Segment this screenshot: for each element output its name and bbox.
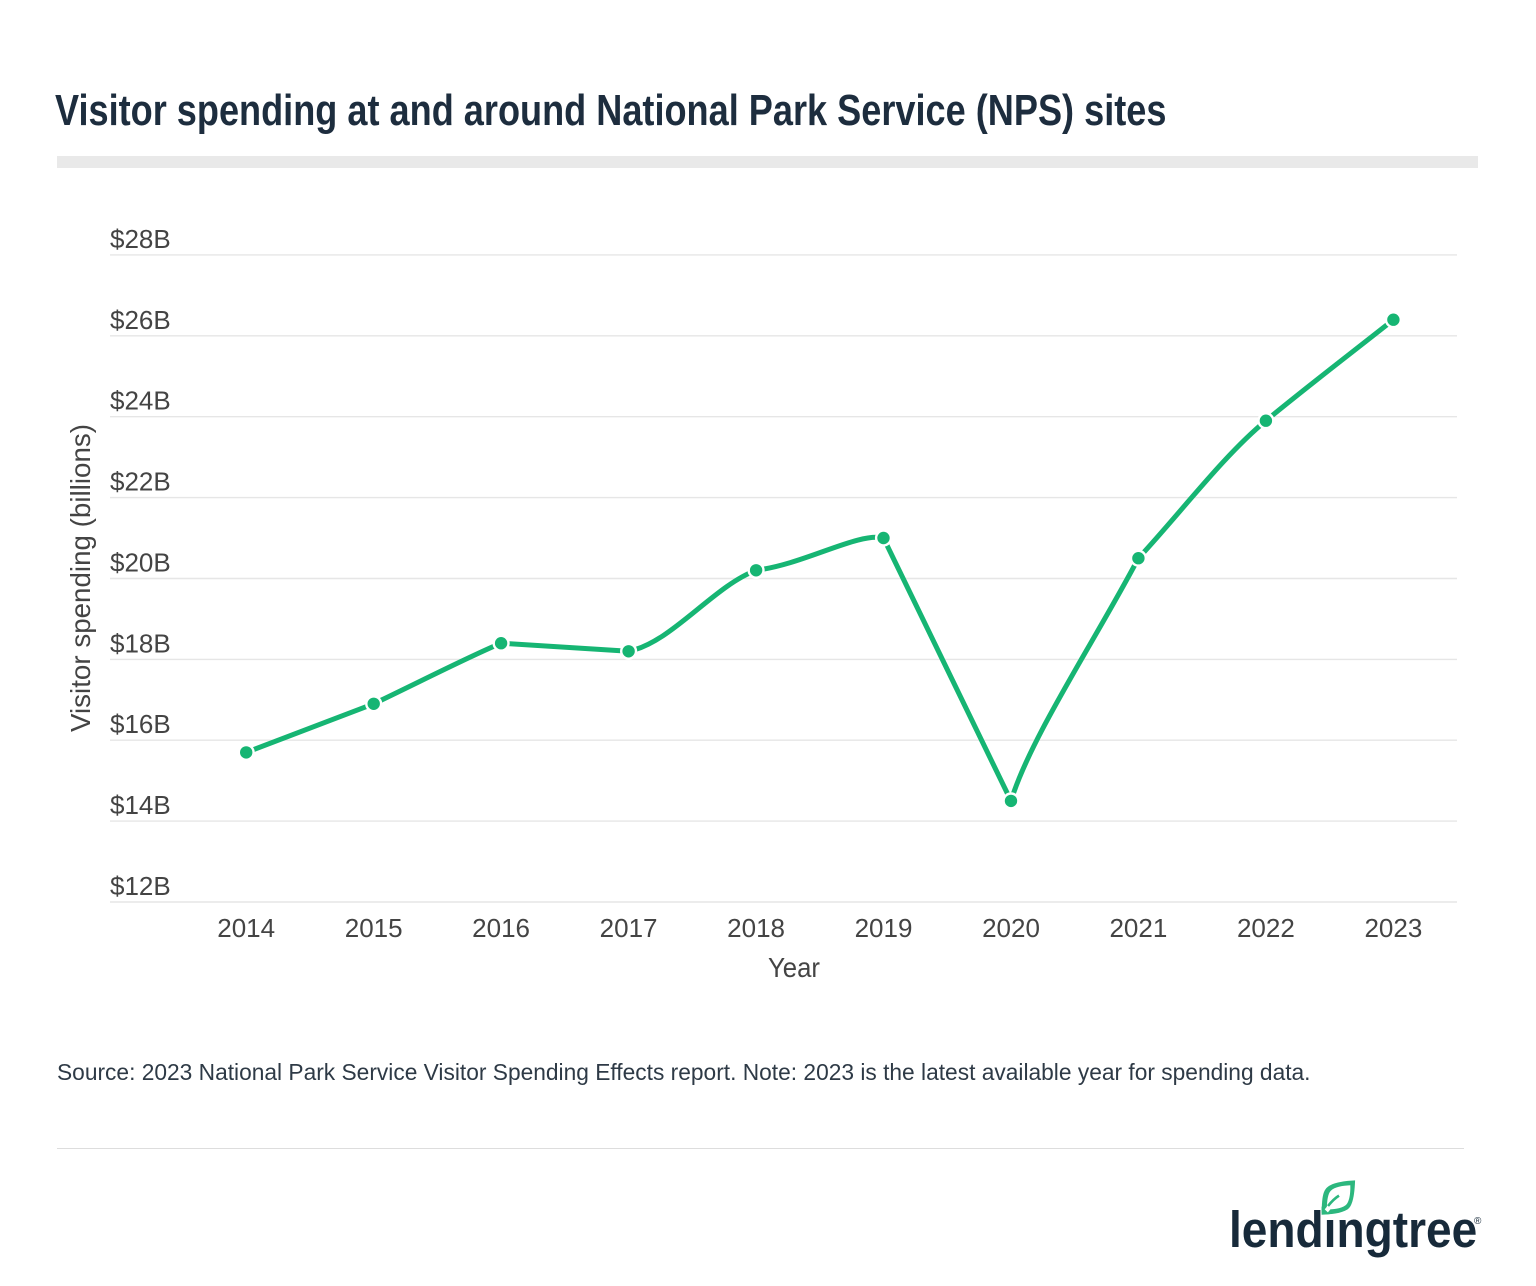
svg-text:2016: 2016 bbox=[472, 913, 530, 943]
svg-text:$28B: $28B bbox=[110, 224, 171, 254]
svg-text:2022: 2022 bbox=[1237, 913, 1295, 943]
svg-text:Visitor spending (billions): Visitor spending (billions) bbox=[65, 424, 96, 732]
svg-text:$14B: $14B bbox=[110, 790, 171, 820]
svg-text:2014: 2014 bbox=[217, 913, 275, 943]
svg-text:2020: 2020 bbox=[982, 913, 1040, 943]
svg-text:2021: 2021 bbox=[1109, 913, 1167, 943]
svg-text:$20B: $20B bbox=[110, 548, 171, 578]
svg-text:$26B: $26B bbox=[110, 305, 171, 335]
svg-text:$18B: $18B bbox=[110, 628, 171, 658]
svg-text:$12B: $12B bbox=[110, 871, 171, 901]
svg-text:$24B: $24B bbox=[110, 386, 171, 416]
svg-text:2023: 2023 bbox=[1364, 913, 1422, 943]
svg-text:Year: Year bbox=[768, 952, 820, 983]
svg-text:2015: 2015 bbox=[345, 913, 403, 943]
svg-text:$16B: $16B bbox=[110, 709, 171, 739]
svg-text:$22B: $22B bbox=[110, 467, 171, 497]
svg-text:2018: 2018 bbox=[727, 913, 785, 943]
svg-text:2019: 2019 bbox=[855, 913, 913, 943]
svg-text:2017: 2017 bbox=[600, 913, 658, 943]
